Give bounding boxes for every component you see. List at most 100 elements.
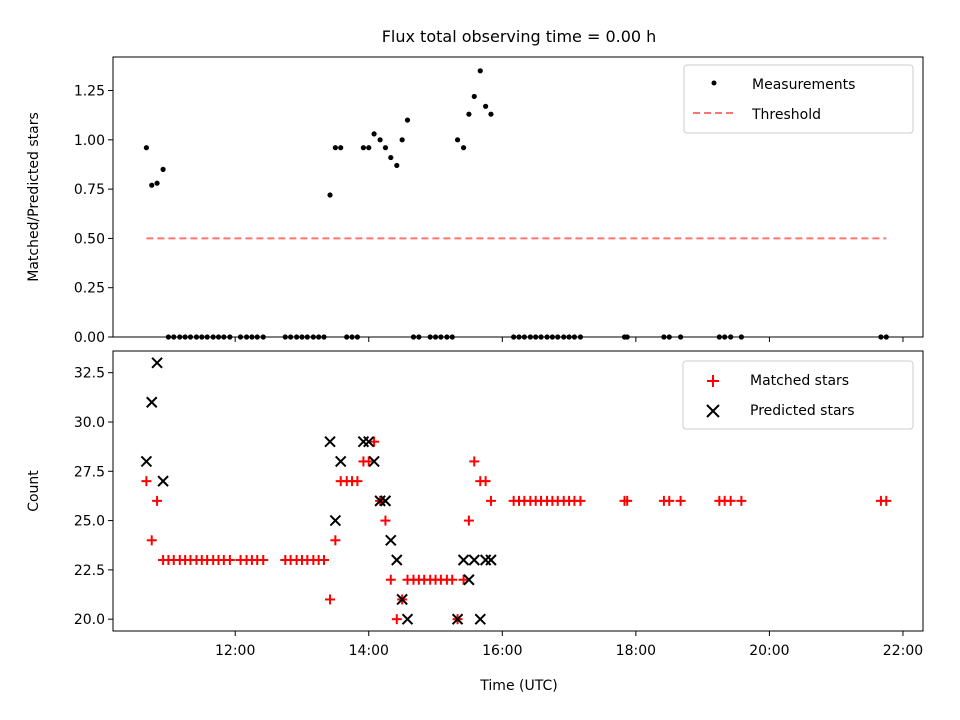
top-y-axis-label: Matched/Predicted stars — [26, 112, 42, 282]
measurements-point — [388, 154, 394, 161]
measurements-point — [404, 117, 411, 123]
legend-matched-label: Matched stars — [750, 373, 849, 389]
predicted-stars-point — [401, 613, 414, 625]
measurements-point — [371, 131, 377, 137]
matched-stars-point — [480, 476, 491, 487]
top-y-tick-label: 0.00 — [74, 330, 105, 346]
measurements-point — [332, 145, 338, 151]
measurements-point — [377, 137, 383, 143]
predicted-stars-point — [140, 455, 153, 468]
matched-stars-point — [675, 495, 686, 506]
predicted-stars-point — [451, 613, 464, 625]
top-axes-frame — [112, 56, 924, 338]
top-y-tick-label: 1.00 — [74, 133, 105, 149]
predicted-stars-point — [335, 455, 347, 468]
measurements-point — [399, 137, 405, 143]
top-chart-title: Flux total observing time = 0.00 h — [382, 27, 657, 46]
matched-stars-point — [622, 495, 633, 506]
measurements-point — [154, 180, 160, 186]
measurements-point — [160, 166, 166, 172]
bottom-x-tick-label: 20:00 — [749, 643, 789, 659]
matched-stars-point — [447, 574, 458, 585]
predicted-stars-point — [474, 613, 486, 625]
predicted-stars-point — [468, 554, 480, 566]
top-y-tick-label: 0.50 — [74, 231, 105, 247]
measurements-point — [360, 145, 367, 151]
predicted-stars-point — [151, 357, 163, 369]
measurements-point — [327, 192, 333, 198]
bottom-x-tick-label: 12:00 — [215, 643, 255, 659]
predicted-stars-point — [329, 514, 342, 527]
matched-stars-point — [319, 555, 330, 566]
top-y-tick-label: 1.25 — [74, 84, 105, 100]
matched-stars-point — [325, 594, 336, 605]
matched-stars-point — [363, 456, 374, 467]
matched-stars-point — [463, 515, 474, 526]
bottom-x-axis: 12:00 14:00 16:00 18:00 20:00 22:00 — [215, 631, 923, 659]
predicted-stars-point — [463, 574, 475, 586]
matched-stars-point — [152, 495, 163, 506]
predicted-stars-point — [385, 534, 397, 547]
bottom-y-tick-label: 25.0 — [74, 514, 105, 530]
matched-stars-point — [352, 476, 363, 487]
measurements-point — [366, 145, 372, 151]
measurements-point — [143, 145, 149, 151]
predicted-stars-point — [157, 475, 169, 487]
bottom-y-axis-label: Count — [26, 470, 42, 512]
matched-stars-point — [881, 495, 892, 506]
bottom-plot-area — [140, 357, 892, 625]
bottom-legend-frame — [682, 360, 914, 430]
top-panel: Flux total observing time = 0.00 h 0.000… — [26, 27, 924, 346]
legend-predicted-label: Predicted stars — [750, 403, 855, 419]
measurements-point — [488, 111, 494, 117]
matched-stars-point — [146, 535, 157, 546]
bottom-x-axis-label: Time (UTC) — [479, 678, 557, 694]
top-x-axis — [234, 337, 904, 342]
predicted-stars-point — [363, 435, 375, 448]
predicted-stars-point — [457, 554, 470, 566]
bottom-panel: 20.0 22.5 25.0 27.5 30.0 32.5 12:00 14:00 16:00… — [26, 350, 924, 694]
measurements-point — [338, 145, 344, 151]
top-legend-frame — [683, 64, 914, 134]
top-y-axis: 0.00 0.25 0.50 0.75 1.00 1.25 — [74, 84, 113, 346]
predicted-stars-point — [368, 455, 380, 468]
matched-stars-point — [369, 436, 380, 447]
measurements-point — [394, 162, 400, 169]
bottom-y-tick-label: 27.5 — [74, 464, 105, 480]
bottom-y-tick-label: 30.0 — [74, 415, 105, 431]
bottom-axes-frame — [112, 350, 924, 632]
top-y-tick-label: 0.25 — [74, 281, 105, 297]
legend-matched-marker — [707, 375, 719, 387]
measurements-point — [466, 111, 472, 117]
bottom-legend: Matched stars Predicted stars — [682, 360, 914, 430]
measurements-point — [471, 93, 477, 100]
bottom-x-tick-label: 14:00 — [349, 643, 389, 659]
predicted-stars-point — [396, 593, 408, 606]
predicted-stars-point — [324, 435, 336, 448]
predicted-stars-point — [391, 554, 403, 566]
bottom-y-tick-label: 20.0 — [74, 612, 105, 628]
bottom-x-tick-label: 16:00 — [482, 643, 522, 659]
matched-stars-point — [258, 555, 269, 566]
bottom-x-tick-label: 18:00 — [616, 643, 656, 659]
matched-stars-point — [664, 495, 675, 506]
legend-measurements-marker — [711, 80, 717, 86]
matched-stars-point — [141, 476, 152, 487]
matched-stars-point — [736, 495, 747, 506]
bottom-y-tick-label: 22.5 — [74, 563, 105, 579]
measurements-point — [382, 145, 389, 151]
bottom-x-tick-label: 22:00 — [883, 643, 923, 659]
matched-stars-point — [575, 495, 586, 506]
legend-measurements-label: Measurements — [752, 77, 855, 93]
legend-predicted-marker — [706, 404, 720, 418]
legend-threshold-label: Threshold — [751, 107, 821, 123]
matched-stars-point — [469, 456, 480, 467]
matched-stars-point — [224, 555, 235, 566]
predicted-stars-point — [379, 495, 392, 507]
top-y-tick-label: 0.75 — [74, 182, 105, 198]
bottom-y-axis: 20.0 22.5 25.0 27.5 30.0 32.5 — [74, 366, 113, 628]
matched-stars-point — [385, 574, 396, 585]
measurements-point — [460, 145, 467, 151]
top-legend: Measurements Threshold — [683, 64, 914, 134]
matched-stars-point — [458, 574, 469, 585]
